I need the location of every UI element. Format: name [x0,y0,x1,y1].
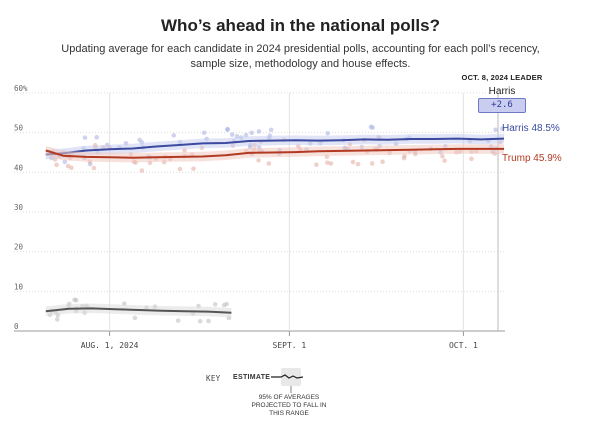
poll-dot [325,160,330,165]
leader-margin-badge: +2.6 [478,98,526,113]
poll-dot [350,159,356,165]
leader-heading: OCT. 8, 2024 LEADER [461,73,543,82]
key-label: KEY [206,374,221,383]
poll-dot [325,130,331,136]
poll-dot [175,318,181,323]
poll-dot [221,302,227,308]
poll-dot [401,155,407,161]
poll-dot [243,132,249,138]
poll-dot [201,130,207,136]
subtitle-line-2: sample size, methodology and house effec… [190,57,411,70]
poll-dot [229,132,235,137]
y-tick-label: 60% [14,84,28,93]
poll-dot [314,162,319,168]
poll-dot [212,302,218,307]
poll-dot [268,127,274,133]
poll-dot [370,125,375,130]
leader-name: Harris [488,86,516,97]
poll-dot [171,133,177,138]
series-line [45,137,505,156]
poll-dot [54,162,59,168]
poll-dot [139,168,145,173]
poll-dot [54,317,60,322]
poll-dot [256,158,261,163]
poll-dot [197,318,203,324]
poll-dot [440,153,445,159]
poll-dot [62,159,68,165]
trump-end-label: Trump 45.9% [502,153,562,164]
harris-end-label: Harris 48.5% [502,123,560,134]
series-line [45,147,504,159]
poll-dot [132,315,138,321]
poll-dot [225,127,230,133]
poll-dot [137,137,142,143]
poll-dot [206,318,211,324]
x-tick-label: OCT. 1 [449,341,478,350]
poll-dot [266,161,272,166]
y-tick-label: 0 [14,322,19,331]
poll-dot [94,135,100,140]
poll-dot [500,126,505,131]
poll-dot [91,165,97,171]
poll-dot [493,127,498,133]
y-tick-label: 30 [14,203,24,212]
y-tick-label: 20 [14,243,24,252]
chart-title: Who’s ahead in the national polls? [161,16,440,35]
series-line [45,307,232,314]
poll-dot [82,135,88,140]
y-tick-label: 40 [14,163,24,172]
y-tick-label: 10 [14,282,24,291]
poll-dot [469,156,474,162]
poll-dot [369,161,375,166]
poll-dot [256,129,262,134]
poll-dot [380,159,385,165]
key-estimate-label: ESTIMATE [233,374,271,381]
poll-dot [177,166,183,172]
poll-dot [191,166,196,172]
chart-subtitle: Updating average for each candidate in 2… [40,42,561,71]
poll-dot [355,161,361,167]
poll-dot [328,161,334,166]
x-tick-label: AUG. 1, 2024 [81,341,139,350]
y-tick-label: 50 [14,124,24,133]
poll-dot [442,158,447,163]
poll-dot [73,297,79,303]
key-estimate-line [271,374,304,379]
poll-dot [69,165,74,171]
subtitle-line-1: Updating average for each candidate in 2… [61,43,540,55]
x-tick-label: SEPT. 1 [273,341,307,350]
key-range-note: 95% OF AVERAGES PROJECTED TO FALL IN THI… [251,394,327,417]
poll-dot [249,130,255,136]
